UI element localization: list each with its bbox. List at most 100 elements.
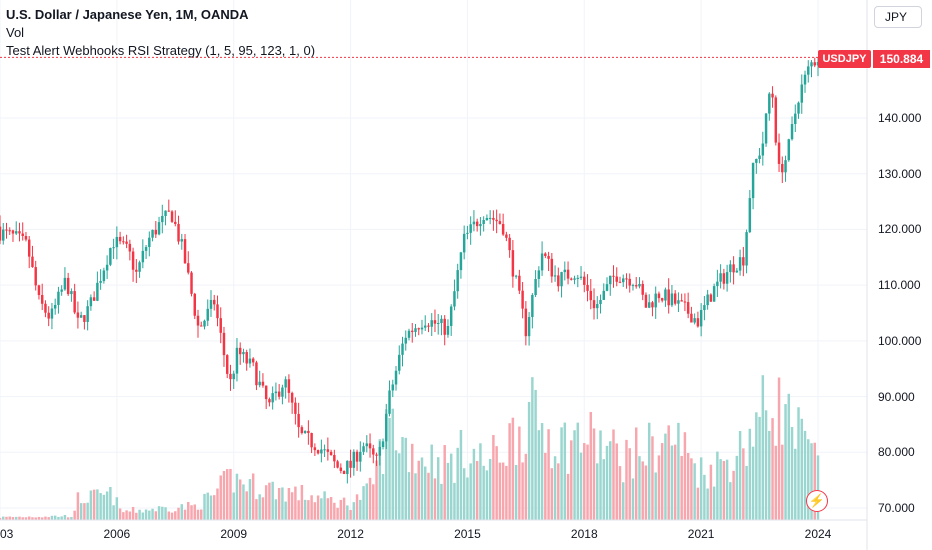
currency-button[interactable]: JPY <box>874 6 922 28</box>
candle-body <box>810 62 813 67</box>
volume-bar <box>816 455 820 520</box>
strategy-label[interactable]: Test Alert Webhooks RSI Strategy (1, 5, … <box>6 43 316 58</box>
volume-bar <box>485 470 489 520</box>
candle-body <box>368 443 372 449</box>
volume-bar <box>492 435 495 520</box>
candle-body <box>229 373 232 380</box>
candle-body <box>660 298 664 301</box>
volume-bar <box>414 473 417 520</box>
time-tick-label: 2015 <box>454 527 481 541</box>
volume-bar <box>135 512 138 520</box>
candle-body <box>148 237 151 248</box>
candle-body <box>690 313 693 323</box>
candle-body <box>774 97 778 143</box>
candle-body <box>748 198 752 233</box>
volume-bar <box>8 516 11 520</box>
volume-bar <box>349 509 352 520</box>
volume-bar <box>589 411 593 520</box>
volume-bar <box>622 482 625 520</box>
volume-bar <box>751 446 755 520</box>
candle-body <box>310 433 313 448</box>
volume-bar <box>320 498 323 520</box>
lightning-icon[interactable]: ⚡ <box>806 490 828 512</box>
candle-body <box>294 402 297 414</box>
volume-bar <box>203 493 206 520</box>
volume-bar <box>96 489 99 520</box>
volume-bar <box>521 462 524 520</box>
candle-body <box>466 232 469 234</box>
volume-bar <box>456 447 459 520</box>
volume-bar <box>157 506 161 520</box>
volume-bar <box>609 441 612 520</box>
volume-bar <box>725 459 729 520</box>
candle-body <box>735 270 739 273</box>
candle-body <box>290 392 294 403</box>
volume-bar <box>381 474 385 520</box>
volume-bar <box>329 497 333 520</box>
candle-body <box>102 270 106 282</box>
candle-body <box>576 277 580 279</box>
candle-body <box>326 449 330 452</box>
candle-body <box>268 399 271 403</box>
candle-body <box>125 241 128 244</box>
candle-body <box>677 300 680 304</box>
symbol-title[interactable]: U.S. Dollar / Japanese Yen, 1M, OANDA <box>6 7 249 22</box>
candle-body <box>557 275 560 287</box>
volume-bar <box>154 511 158 520</box>
volume-bar <box>365 483 369 520</box>
volume-bar <box>440 483 443 520</box>
candle-body <box>417 328 420 330</box>
volume-bar <box>813 442 816 520</box>
candle-body <box>167 210 171 212</box>
candle-body <box>261 381 265 386</box>
volume-bar <box>287 488 291 520</box>
candle-body <box>157 222 161 235</box>
candle-body <box>644 294 648 308</box>
volume-bar <box>576 422 580 520</box>
candle-body <box>352 451 356 468</box>
candle-body <box>316 450 320 454</box>
candle-body <box>563 269 567 273</box>
candle-body <box>436 322 440 324</box>
candle-body <box>196 315 200 326</box>
candle-body <box>456 270 459 292</box>
volume-bar <box>446 462 450 520</box>
candle-body <box>44 303 47 313</box>
candle-body <box>816 62 820 66</box>
volume-bar <box>0 517 2 520</box>
candle-body <box>144 247 148 251</box>
candle-body <box>592 300 596 309</box>
volume-bar <box>151 508 154 520</box>
volume-bar <box>183 509 187 520</box>
candle-body <box>342 470 346 475</box>
candle-body <box>596 304 599 309</box>
volume-indicator-label[interactable]: Vol <box>6 25 25 40</box>
candle-body <box>566 269 570 279</box>
volume-bar <box>625 439 628 520</box>
grid-lines <box>0 0 867 520</box>
volume-bar <box>433 478 437 520</box>
volume-bar <box>375 460 378 520</box>
candle-body <box>440 318 443 323</box>
candle-body <box>527 317 531 337</box>
candle-body <box>313 447 317 451</box>
candle-body <box>505 234 508 238</box>
volume-bar <box>748 428 752 520</box>
volume-bar <box>196 509 200 520</box>
volume-bar <box>268 482 271 520</box>
symbol-badge: USDJPY <box>818 50 871 68</box>
volume-bar <box>466 477 469 520</box>
candle-body <box>518 275 521 291</box>
volume-bar <box>394 450 398 520</box>
candle-body <box>716 281 719 287</box>
candle-body <box>732 264 735 273</box>
candle-body <box>634 285 638 287</box>
price-tick-label: 140.000 <box>878 111 922 125</box>
candle-body <box>89 297 93 307</box>
candle-body <box>768 93 771 114</box>
candle-body <box>469 224 472 233</box>
candle-body <box>346 460 349 475</box>
candle-body <box>573 278 576 280</box>
volume-bar <box>368 477 372 520</box>
